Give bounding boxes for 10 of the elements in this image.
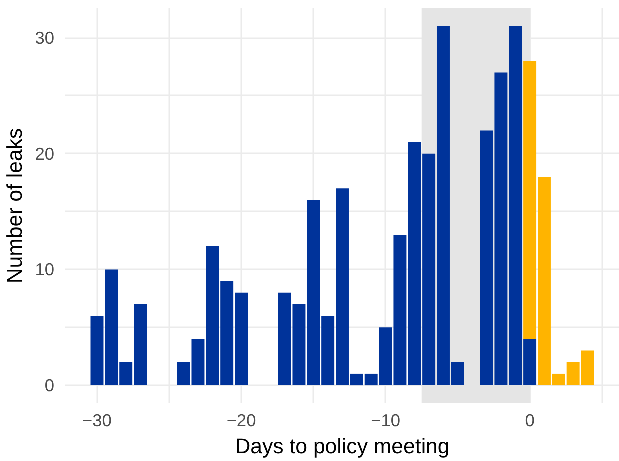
x-tick-label: −10 <box>371 410 400 430</box>
y-axis-title: Number of leaks <box>3 128 28 284</box>
y-tick-label: 0 <box>44 376 55 396</box>
y-tick-label: 30 <box>35 28 55 48</box>
x-tick-label: 0 <box>525 410 535 430</box>
x-tick-label: −30 <box>82 410 112 430</box>
x-tick-label: −20 <box>226 410 256 430</box>
y-tick-label: 20 <box>35 144 55 164</box>
x-axis-title: Days to policy meeting <box>235 434 450 458</box>
y-tick-label: 10 <box>35 260 55 280</box>
